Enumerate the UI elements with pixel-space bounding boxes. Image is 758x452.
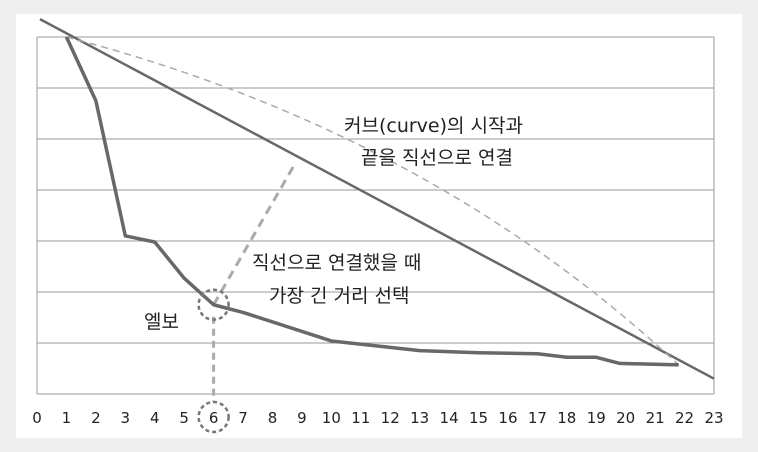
x-tick-label: 15: [469, 409, 488, 427]
elbow-label: 엘보: [144, 311, 179, 333]
x-tick-label: 8: [268, 409, 278, 427]
x-tick-label: 9: [297, 409, 307, 427]
series-line: [64, 36, 679, 367]
elbow-marker: [197, 288, 230, 434]
x-tick-label: 1: [62, 409, 72, 427]
x-tick-label: 5: [179, 409, 189, 427]
series: [64, 36, 679, 367]
x-tick-label: 22: [675, 409, 694, 427]
x-tick-label: 4: [150, 409, 160, 427]
x-axis-ticks: 0 1 2 3 4 5 6 7 8 9 10 11 12 13 14 15 16 17 18 19 20 21 22 23: [32, 409, 723, 427]
x-tick-label: 6: [209, 409, 219, 427]
x-tick-label: 14: [440, 409, 459, 427]
annotation-select-line1: 직선으로 연결했을 때: [252, 252, 421, 274]
annotation-curve-line1: 커브(curve)의 시작과: [344, 115, 523, 137]
grid: [36, 36, 715, 395]
elbow-axis-circle: [197, 400, 230, 434]
chord-line: [39, 18, 715, 380]
x-tick-label: 19: [587, 409, 606, 427]
x-tick-label: 7: [238, 409, 248, 427]
x-tick-label: 23: [704, 409, 723, 427]
x-tick-label: 2: [91, 409, 101, 427]
annotation-select-line2: 가장 긴 거리 선택: [269, 285, 409, 307]
reference-lines: [39, 18, 715, 380]
x-tick-label: 12: [381, 409, 400, 427]
x-tick-label: 13: [410, 409, 429, 427]
x-tick-label: 16: [498, 409, 517, 427]
dashed-curve: [66, 36, 680, 366]
x-tick-label: 20: [616, 409, 635, 427]
x-tick-label: 18: [557, 409, 576, 427]
distance-line: [212, 166, 295, 306]
x-tick-label: 3: [121, 409, 131, 427]
elbow-chart: 0 1 2 3 4 5 6 7 8 9 10 11 12 13 14 15 16 17 18 19 20 21 22 23 커…: [32, 18, 724, 434]
x-tick-label: 10: [322, 409, 341, 427]
annotations: 커브(curve)의 시작과 끝을 직선으로 연결 직선으로 연결했을 때 가장…: [144, 115, 523, 333]
chart-panel: 0 1 2 3 4 5 6 7 8 9 10 11 12 13 14 15 16 17 18 19 20 21 22 23 커…: [16, 14, 742, 438]
x-tick-label: 0: [32, 409, 42, 427]
x-tick-label: 17: [528, 409, 547, 427]
x-tick-label: 11: [351, 409, 370, 427]
annotation-curve-line2: 끝을 직선으로 연결: [361, 147, 513, 169]
x-tick-label: 21: [646, 409, 665, 427]
elbow-circle: [197, 288, 230, 321]
